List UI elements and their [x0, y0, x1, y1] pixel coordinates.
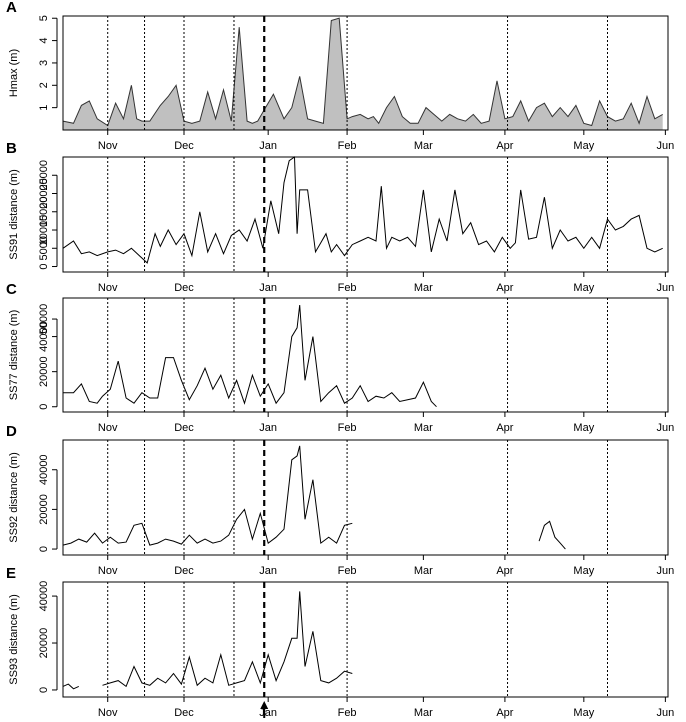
x-tick-label: Jan — [259, 422, 277, 434]
arrow-head — [260, 701, 269, 709]
x-tick-label: Nov — [98, 140, 118, 152]
x-tick-label: Feb — [338, 282, 357, 294]
y-tick-label: 20000 — [38, 356, 50, 387]
y-tick-label: 0 — [38, 546, 50, 552]
series-line-early — [62, 683, 80, 690]
plot-frame — [62, 156, 669, 273]
y-tick-label: 0 — [38, 404, 50, 410]
x-tick-label: Nov — [98, 565, 118, 577]
x-tick-label: Jun — [656, 422, 674, 434]
x-tick-label: Feb — [338, 565, 357, 577]
y-axis-title: SS92 distance (m) — [8, 452, 20, 542]
x-tick-label: Jan — [259, 140, 277, 152]
x-tick-label: May — [573, 707, 594, 719]
x-tick-label: Nov — [98, 422, 118, 434]
x-tick-label: Dec — [174, 140, 194, 152]
x-tick-label: Dec — [174, 707, 194, 719]
x-tick-label: Apr — [496, 282, 513, 294]
y-tick-label: 15000 — [38, 196, 50, 227]
x-tick-label: Mar — [414, 565, 433, 577]
area-outline — [62, 17, 663, 127]
y-tick-label: 1 — [38, 105, 50, 111]
x-tick-label: Mar — [414, 140, 433, 152]
y-tick-label: 40000 — [38, 454, 50, 485]
x-tick-label: Jun — [656, 140, 674, 152]
x-tick-label: May — [573, 565, 594, 577]
y-tick-label: 4 — [38, 38, 50, 44]
plot-frame — [62, 297, 669, 413]
series-line — [63, 304, 437, 408]
x-tick-label: Jan — [259, 565, 277, 577]
y-axis-title: SS93 distance (m) — [8, 594, 20, 684]
x-tick-label: Nov — [98, 707, 118, 719]
y-axis-title: Hmax (m) — [8, 49, 20, 97]
panel-letter: D — [6, 423, 17, 440]
panel-a: A Hmax (m) 1 2 3 4 5 Nov Dec Jan Feb Mar Apr May Jun — [6, 0, 674, 152]
x-tick-label: Feb — [338, 422, 357, 434]
y-tick-label: 50000 — [38, 304, 50, 335]
panel-letter: C — [6, 281, 17, 298]
series-line — [62, 445, 353, 546]
x-tick-label: Apr — [496, 422, 513, 434]
x-tick-label: May — [573, 140, 594, 152]
x-tick-label: Dec — [174, 422, 194, 434]
x-tick-label: Jan — [259, 282, 277, 294]
x-tick-label: Nov — [98, 282, 118, 294]
x-tick-label: Apr — [496, 565, 513, 577]
x-tick-label: Jun — [656, 565, 674, 577]
y-tick-label: 40000 — [38, 321, 50, 352]
y-tick-label: 40000 — [38, 581, 50, 612]
x-tick-label: Apr — [496, 140, 513, 152]
x-tick-label: Jun — [656, 282, 674, 294]
up-arrow-icon — [260, 701, 269, 718]
y-tick-label: 20000 — [38, 494, 50, 525]
x-tick-label: Mar — [414, 707, 433, 719]
x-tick-label: Mar — [414, 422, 433, 434]
y-tick-label: 3 — [38, 60, 50, 66]
plot-frame — [62, 15, 669, 131]
area-fill — [63, 18, 663, 131]
x-tick-label: Apr — [496, 707, 513, 719]
y-tick-label: 0 — [38, 263, 50, 269]
y-tick-label: 20000 — [38, 178, 50, 209]
x-tick-label: Dec — [174, 565, 194, 577]
x-tick-label: May — [573, 422, 594, 434]
y-tick-label: 2 — [38, 82, 50, 88]
y-tick-label: 10000 — [38, 215, 50, 246]
y-axis-title: SS77 distance (m) — [8, 310, 20, 400]
series-line-late — [538, 520, 566, 550]
y-tick-label: 5 — [38, 15, 50, 21]
panel-b: B SS91 distance (m) 0 500010000150002000025… — [6, 140, 674, 294]
y-tick-label: 20000 — [38, 628, 50, 659]
series-line — [62, 156, 663, 264]
plot-frame — [62, 439, 669, 556]
x-tick-label: Dec — [174, 282, 194, 294]
panel-letter: B — [6, 140, 17, 157]
panel-d: D SS92 distance (m) 0 20000 40000 Nov Dec Jan Fe… — [6, 423, 674, 577]
series-line — [102, 591, 353, 688]
x-tick-label: Feb — [338, 140, 357, 152]
y-tick-label: 25000 — [38, 160, 50, 191]
x-tick-label: Jun — [656, 707, 674, 719]
panel-letter: A — [6, 0, 17, 16]
panel-letter: E — [6, 565, 16, 582]
y-tick-label: 0 — [38, 687, 50, 693]
plot-frame — [62, 581, 669, 698]
x-tick-label: May — [573, 282, 594, 294]
panel-e: E SS93 distance (m) 0 20000 40000 Nov Dec Jan Fe… — [6, 565, 674, 719]
y-tick-label: 5000 — [38, 236, 50, 260]
x-tick-label: Mar — [414, 282, 433, 294]
y-axis-title: SS91 distance (m) — [8, 169, 20, 259]
x-tick-label: Feb — [338, 707, 357, 719]
